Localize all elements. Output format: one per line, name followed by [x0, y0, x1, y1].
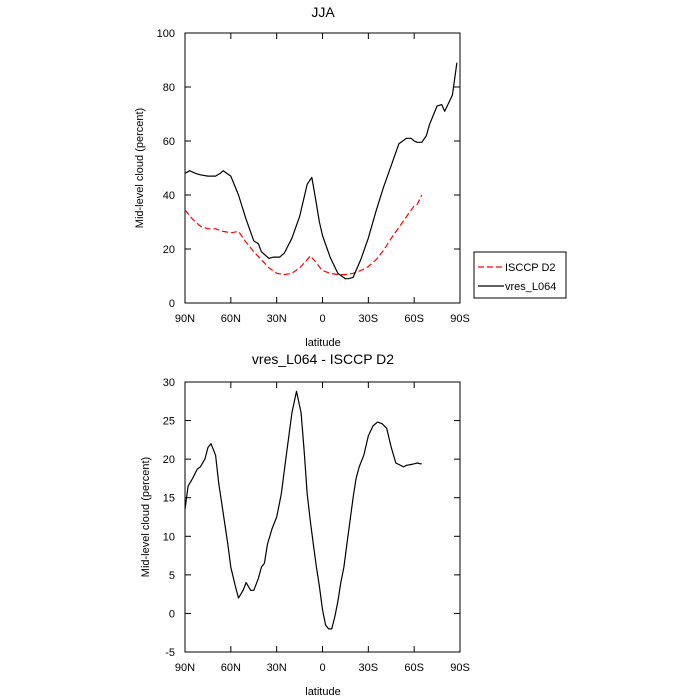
y-tick-label: 15: [163, 493, 175, 505]
x-tick-label: 30N: [267, 662, 287, 674]
tick-group: 90N 60N 30N 0 30S 60S 90S -5 0 5 10 15 20 25 30: [163, 377, 470, 674]
y-tick-label: 60: [163, 136, 175, 148]
x-tick-label: 60N: [221, 313, 241, 325]
y-tick-label: 5: [169, 570, 175, 582]
y-tick-label: 40: [163, 190, 175, 202]
x-tick-label: 90N: [175, 313, 195, 325]
series-line-vres-l064: [184, 62, 458, 280]
legend-label-isccp: ISCCP D2: [505, 262, 556, 274]
legend-box: [473, 251, 567, 299]
x-tick-label: 60N: [221, 662, 241, 674]
difference-chart-panel: vres_L064 - ISCCP D2 90N 60N 30N 0 30S 60S 90S…: [140, 351, 470, 698]
y-tick-label: 25: [163, 416, 175, 428]
jja-chart-panel: JJA 90N 60N 30N 0 30S 60S 90S 0 20 40 60 80 100 lati…: [134, 4, 567, 349]
chart-title: vres_L064 - ISCCP D2: [252, 351, 394, 367]
legend: ISCCP D2 vres_L064: [473, 251, 567, 299]
series-lines: [184, 62, 458, 280]
plot-frame: [184, 32, 461, 304]
x-tick-label: 60S: [404, 662, 424, 674]
x-tick-label: 90S: [450, 313, 470, 325]
x-tick-label: 0: [319, 313, 325, 325]
y-axis-label: Mid-level cloud (percent): [140, 457, 152, 577]
x-tick-label: 60S: [404, 313, 424, 325]
y-tick-label: 30: [163, 377, 175, 389]
x-tick-label: 0: [319, 662, 325, 674]
x-tick-label: 30N: [267, 313, 287, 325]
y-tick-label: 10: [163, 531, 175, 543]
y-tick-label: 80: [163, 82, 175, 94]
x-tick-label: 30S: [359, 662, 379, 674]
y-tick-label: 0: [169, 608, 175, 620]
tick-group: 90N 60N 30N 0 30S 60S 90S 0 20 40 60 80 100: [157, 28, 470, 325]
y-tick-label: 100: [157, 28, 175, 40]
chart-title: JJA: [311, 4, 335, 20]
y-tick-label: 20: [163, 454, 175, 466]
y-axis-label: Mid-level cloud (percent): [134, 108, 146, 228]
y-tick-label: 0: [169, 298, 175, 310]
legend-label-vres: vres_L064: [505, 281, 556, 293]
series-line-vres-l064-isccp-d2: [184, 390, 422, 630]
x-tick-label: 90N: [175, 662, 195, 674]
series-line-isccp-d2: [184, 194, 423, 276]
y-tick-label: 20: [163, 244, 175, 256]
x-tick-label: 90S: [450, 662, 470, 674]
y-tick-label: -5: [165, 647, 175, 659]
x-axis-label: latitude: [305, 337, 340, 349]
x-tick-label: 30S: [359, 313, 379, 325]
series-lines: [184, 390, 422, 630]
x-axis-label: latitude: [305, 686, 340, 698]
